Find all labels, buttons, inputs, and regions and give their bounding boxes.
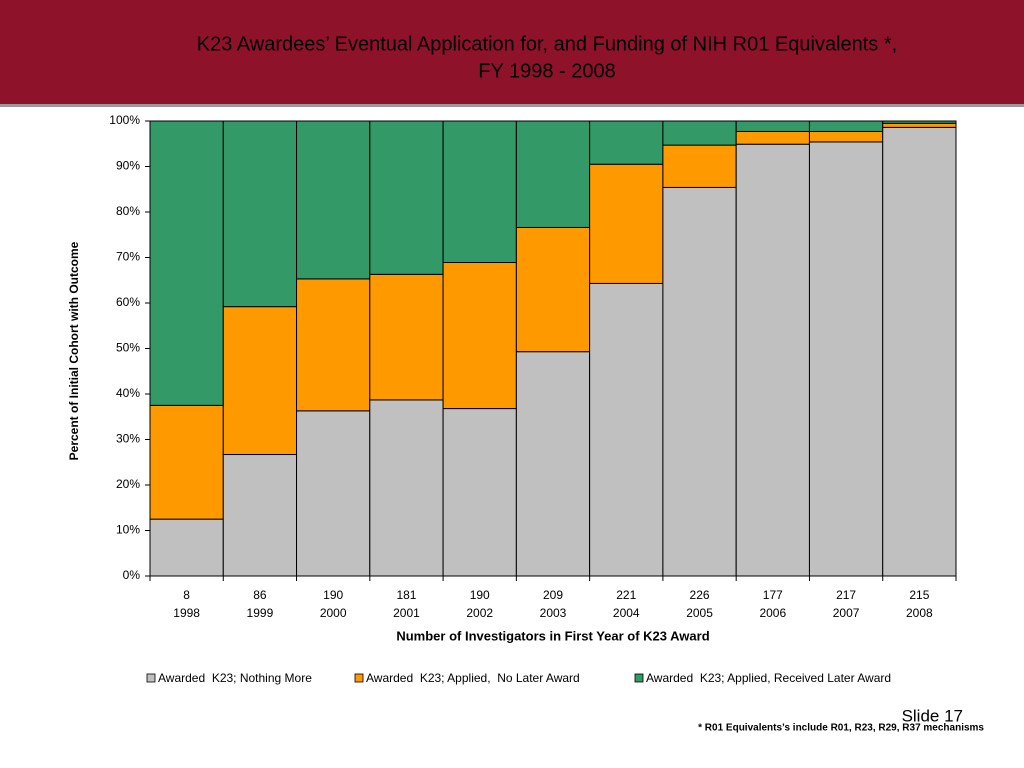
footnote: * R01 Equivalents’s include R01, R23, R2… [698, 723, 984, 734]
y-tick-label: 0% [123, 568, 141, 582]
bar-segment [882, 122, 957, 128]
bar-segment [589, 163, 664, 284]
bar-segment [735, 130, 810, 145]
y-tick-label: 90% [116, 159, 140, 173]
x-tick-label: 1998 [173, 606, 200, 620]
x-tick-label: 2006 [759, 606, 786, 620]
bar-segment [149, 120, 224, 406]
x-tick-label: 1999 [247, 606, 274, 620]
bar-segment [149, 518, 224, 577]
bar-segment [222, 454, 298, 577]
bar-segment [882, 120, 957, 124]
x-tick-label: 2004 [613, 606, 640, 620]
x-tick-label: 226 [690, 588, 710, 602]
y-axis-label: Percent of Initial Cohort with Outcome [67, 241, 81, 460]
x-tick-label: 8 [183, 588, 190, 602]
x-tick-label: 177 [763, 588, 783, 602]
bar-segment [589, 282, 664, 577]
chart-title: K23 Awardees’ Eventual Application for, … [197, 33, 897, 55]
bar-segment [222, 120, 298, 308]
x-tick-label: 2007 [833, 606, 860, 620]
bar-segment [515, 226, 591, 353]
y-tick-label: 40% [116, 386, 140, 400]
x-tick-label: 215 [909, 588, 929, 602]
bar-segment [296, 278, 371, 412]
bar-segment [808, 141, 884, 577]
x-tick-label: 2000 [320, 606, 347, 620]
bar-segment [296, 410, 371, 577]
x-tick-label: 2003 [540, 606, 567, 620]
bar-segment [882, 126, 957, 577]
header-band [0, 0, 1024, 104]
y-tick-label: 60% [116, 295, 140, 309]
bar-segment [149, 404, 224, 520]
bar-segment [442, 262, 517, 410]
legend-label: Awarded K23; Applied, Received Later Awa… [646, 671, 891, 685]
x-tick-label: 217 [836, 588, 856, 602]
x-axis-label: Number of Investigators in First Year of… [396, 628, 709, 643]
bar-segment [442, 408, 517, 577]
legend-swatch [146, 673, 156, 683]
bar-segment [662, 186, 737, 577]
bar-segment [369, 399, 444, 577]
x-tick-label: 2008 [906, 606, 933, 620]
bar-segment [662, 120, 737, 146]
y-tick-label: 50% [116, 341, 140, 355]
y-tick-label: 30% [116, 432, 140, 446]
bar-segment [735, 120, 810, 132]
bar-segment [662, 144, 737, 188]
bar-segment [296, 120, 371, 280]
x-tick-label: 2001 [393, 606, 420, 620]
bar-segment [222, 306, 298, 456]
bar-segment [515, 120, 591, 228]
bar-segment [735, 143, 810, 577]
bar-segment [515, 351, 591, 577]
x-tick-label: 2002 [466, 606, 493, 620]
x-tick-label: 209 [543, 588, 563, 602]
bar-segment [369, 120, 444, 275]
legend-label: Awarded K23; Applied, No Later Award [366, 671, 580, 685]
y-tick-label: 10% [116, 523, 140, 537]
y-tick-label: 80% [116, 204, 140, 218]
legend-label: Awarded K23; Nothing More [158, 671, 312, 685]
bar-segment [808, 130, 884, 143]
bar-segment [808, 120, 884, 132]
x-tick-label: 221 [616, 588, 636, 602]
slide-number: Slide 17 [902, 706, 963, 725]
legend-swatch [634, 673, 644, 683]
bar-segment [442, 120, 517, 264]
header-rule [0, 104, 1024, 107]
bar-segment [589, 120, 664, 165]
x-tick-label: 2005 [686, 606, 713, 620]
x-tick-label: 181 [396, 588, 416, 602]
y-tick-label: 20% [116, 477, 140, 491]
chart-title: FY 1998 - 2008 [478, 60, 616, 82]
legend-swatch [354, 673, 364, 683]
x-tick-label: 190 [323, 588, 343, 602]
x-tick-label: 86 [253, 588, 267, 602]
y-tick-label: 70% [116, 250, 140, 264]
x-tick-label: 190 [470, 588, 490, 602]
bar-segment [369, 273, 444, 401]
y-tick-label: 100% [109, 113, 140, 127]
